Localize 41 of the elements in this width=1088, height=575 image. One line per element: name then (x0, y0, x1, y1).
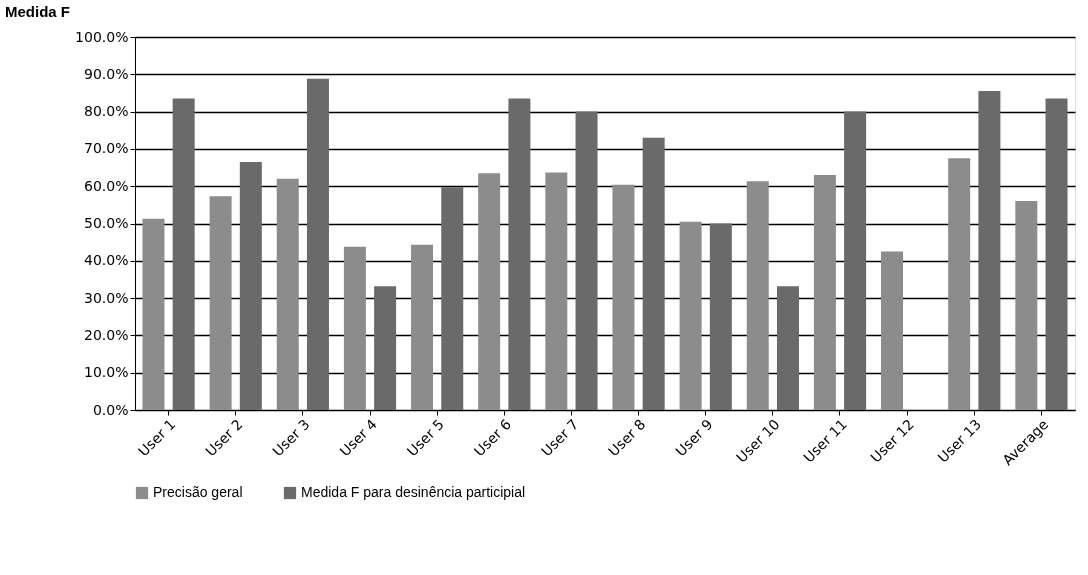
bar (612, 184, 635, 410)
bar (374, 286, 397, 410)
bar (776, 286, 799, 410)
bar (679, 221, 702, 410)
bar (306, 78, 329, 410)
bar (881, 251, 904, 410)
y-tick-label: 0.0% (92, 401, 129, 418)
legend-label: Medida F para desinência participial (301, 484, 526, 500)
y-tick-label: 70.0% (84, 140, 129, 157)
bar (844, 111, 867, 410)
y-tick-label: 60.0% (84, 177, 129, 194)
bar (478, 173, 501, 410)
y-tick-label: 90.0% (84, 65, 129, 82)
bar (1045, 98, 1068, 410)
bar (948, 158, 971, 410)
y-tick-label: 10.0% (84, 364, 129, 381)
bar (1015, 201, 1038, 410)
bar (239, 161, 262, 410)
bar (545, 172, 568, 410)
y-tick-label: 50.0% (84, 215, 129, 231)
bar (642, 137, 665, 410)
y-tick-label: 100.0% (75, 28, 129, 45)
chart-title: Medida F (5, 3, 71, 20)
bar (978, 91, 1001, 410)
bar (142, 218, 165, 410)
bar (343, 246, 366, 410)
bar (411, 244, 434, 410)
y-tick-label: 30.0% (84, 289, 129, 306)
y-tick-label: 80.0% (84, 103, 129, 120)
bar (709, 223, 732, 410)
bar (172, 98, 195, 410)
legend-label: Precisão geral (153, 484, 243, 500)
bar (746, 181, 769, 410)
y-tick-label: 40.0% (84, 252, 129, 269)
bar (441, 187, 464, 410)
bar (508, 98, 531, 410)
bar (813, 175, 836, 410)
bar (209, 196, 232, 410)
y-tick-label: 20.0% (84, 326, 129, 343)
bar (276, 178, 299, 410)
bar (575, 111, 598, 410)
